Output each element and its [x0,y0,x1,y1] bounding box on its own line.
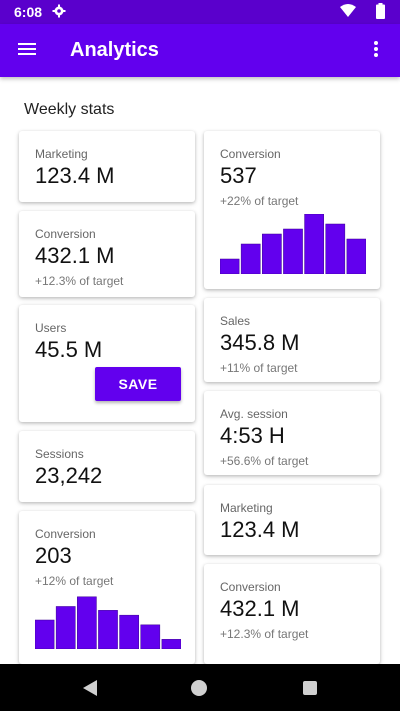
chart-bar [119,614,139,649]
chart-bar [55,606,76,649]
card-label: Sales [220,314,251,328]
card-subtext: +12.3% of target [35,274,124,288]
card-label: Sessions [35,447,84,461]
card-subtext: +56.6% of target [220,454,309,468]
home-icon[interactable] [191,680,207,696]
recents-icon[interactable] [303,681,317,695]
stat-card-conversion[interactable]: Conversion 432.1 M +12.3% of target [204,564,380,664]
card-value: 45.5 M [35,337,103,362]
card-label: Marketing [220,501,273,515]
chart-bar [220,258,240,274]
chart-bar [325,223,346,274]
save-button[interactable]: SAVE [95,367,181,401]
chart-bar [346,238,366,274]
card-subtext: +22% of target [220,194,299,208]
stat-card-conversion-chart[interactable]: Conversion 203 +12% of target [19,511,195,664]
section-title: Weekly stats [24,101,115,118]
stat-card-conversion[interactable]: Conversion 432.1 M +12.3% of target [19,211,195,297]
card-label: Avg. session [220,407,288,421]
stat-card-avg-session[interactable]: Avg. session 4:53 H +56.6% of target [204,391,380,475]
card-subtext: +12.3% of target [220,627,309,641]
chart-bar [283,228,303,274]
card-value: 537 [220,163,257,188]
chart-bar [98,610,118,649]
chart-bar [240,243,261,274]
card-value: 4:53 H [220,423,285,448]
wifi-icon [340,4,356,17]
card-label: Marketing [35,147,88,161]
system-nav-bar [0,664,400,711]
card-value: 345.8 M [220,330,300,355]
chart-bar [35,619,55,649]
app-title: Analytics [70,39,159,61]
stat-card-users: Users 45.5 M SAVE [19,305,195,422]
card-value: 432.1 M [35,243,115,268]
card-label: Conversion [35,527,96,541]
card-label: Users [35,321,67,335]
chart-bar [77,596,97,649]
hamburger-menu-icon[interactable] [16,40,38,60]
bar-chart [220,214,366,274]
chart-bar [304,214,324,274]
stat-card-marketing[interactable]: Marketing 123.4 M [204,485,380,555]
status-time: 6:08 [14,4,43,20]
card-subtext: +12% of target [35,574,114,588]
stat-card-sales[interactable]: Sales 345.8 M +11% of target [204,298,380,382]
chart-bar [161,639,181,649]
back-icon[interactable] [82,679,98,697]
gear-icon [52,4,66,18]
card-value: 123.4 M [220,517,300,542]
battery-icon [376,3,385,19]
chart-bar [262,233,282,274]
card-value: 432.1 M [220,596,300,621]
stat-card-marketing[interactable]: Marketing 123.4 M [19,131,195,202]
card-value: 203 [35,543,72,568]
stat-card-conversion-chart[interactable]: Conversion 537 +22% of target [204,131,380,289]
more-vertical-icon[interactable] [366,39,386,61]
stat-card-sessions[interactable]: Sessions 23,242 [19,431,195,502]
card-label: Conversion [35,227,96,241]
bar-chart [35,591,181,649]
card-value: 23,242 [35,463,103,488]
card-label: Conversion [220,580,281,594]
chart-bar [140,624,161,649]
card-value: 123.4 M [35,163,115,188]
status-bar: 6:08 [0,0,400,24]
card-subtext: +11% of target [220,361,298,375]
card-label: Conversion [220,147,281,161]
app-bar: Analytics [0,24,400,77]
